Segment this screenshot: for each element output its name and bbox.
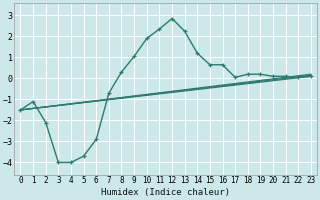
- X-axis label: Humidex (Indice chaleur): Humidex (Indice chaleur): [101, 188, 230, 197]
